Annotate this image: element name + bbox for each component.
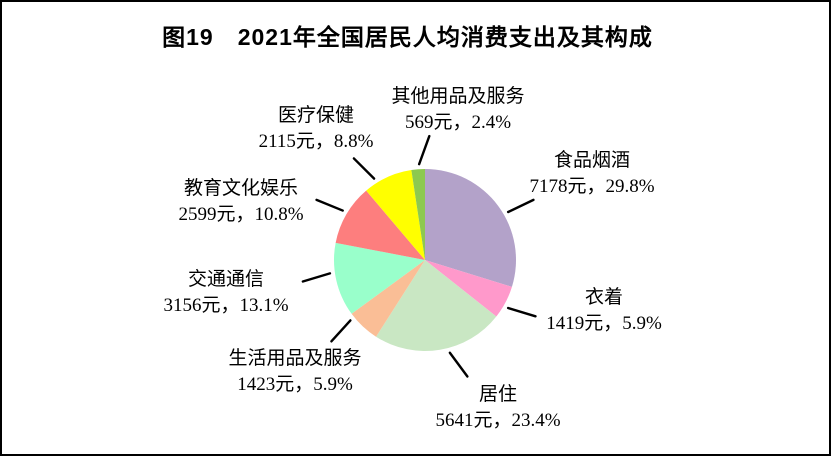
pie-slice-housing (376, 260, 497, 351)
slice-label-food-tobacco-alcohol: 食品烟酒 7178元，29.8% (529, 148, 654, 200)
slice-name: 交通通信 (187, 269, 265, 290)
slice-label-household-goods-services: 生活用品及服务 1423元，5.9% (228, 346, 361, 398)
pie-slice-household-goods-services (351, 260, 425, 337)
pie-slice-clothing (425, 260, 512, 317)
slice-label-clothing: 衣着 1419元，5.9% (546, 285, 662, 337)
slice-label-healthcare: 医疗保健 2115元，8.8% (259, 103, 374, 155)
leader-line-household-goods-services (330, 319, 352, 343)
leader-line-transport-communication (301, 272, 332, 283)
leader-line-education-culture-entertainment (315, 198, 344, 212)
chart-title: 图19 2021年全国居民人均消费支出及其构成 (162, 24, 653, 50)
slice-value: 1423元，5.9% (237, 374, 353, 395)
slice-name: 生活用品及服务 (228, 348, 362, 369)
slice-name: 其他用品及服务 (391, 86, 525, 107)
slice-label-education-culture-entertainment: 教育文化娱乐 2599元，10.8% (178, 176, 303, 228)
slice-value: 7178元，29.8% (529, 176, 655, 197)
slice-value: 1419元，5.9% (546, 313, 662, 334)
slice-label-other-goods-services: 其他用品及服务 569元，2.4% (391, 84, 524, 136)
slice-name: 居住 (478, 384, 518, 405)
leader-line-food-tobacco-alcohol (506, 198, 535, 214)
slice-value: 2115元，8.8% (258, 131, 374, 152)
slice-name: 衣着 (584, 287, 624, 308)
pie-slice-education-culture-entertainment (335, 190, 425, 260)
pie-slice-healthcare (366, 170, 425, 260)
slice-label-transport-communication: 交通通信 3156元，13.1% (163, 267, 288, 319)
leader-line-other-goods-services (417, 134, 431, 166)
leader-line-housing (448, 351, 469, 378)
slice-name: 食品烟酒 (553, 150, 631, 171)
slice-value: 5641元，23.4% (435, 410, 561, 431)
pie-slice-other-goods-services (411, 169, 425, 260)
slice-label-housing: 居住 5641元，23.4% (435, 382, 560, 434)
slice-value: 2599元，10.8% (178, 204, 304, 225)
slice-name: 医疗保健 (277, 105, 354, 126)
leader-line-healthcare (352, 157, 376, 180)
slice-value: 569元，2.4% (404, 112, 512, 133)
pie-slice-food-tobacco-alcohol (425, 169, 516, 287)
pie-slice-transport-communication (334, 242, 425, 314)
slice-value: 3156元，13.1% (163, 295, 289, 316)
leader-line-clothing (506, 306, 537, 318)
slice-name: 教育文化娱乐 (183, 178, 299, 199)
